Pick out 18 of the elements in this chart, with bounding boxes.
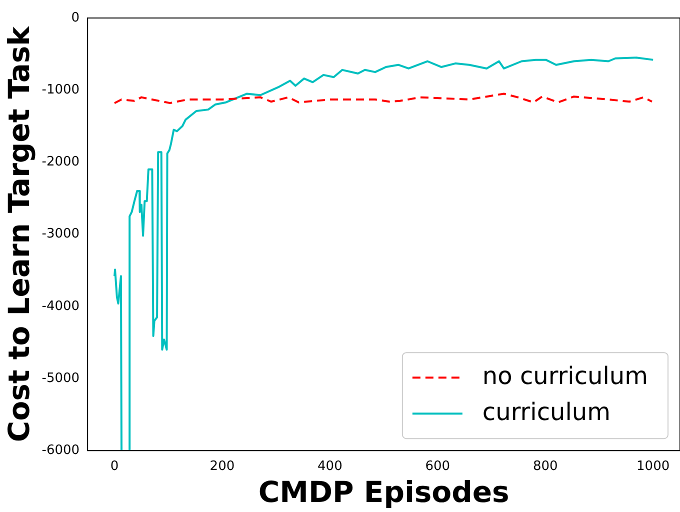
y-tick-label: -3000 xyxy=(42,226,80,242)
y-tick-label: -4000 xyxy=(42,298,80,314)
x-tick-label: 1000 xyxy=(636,458,670,474)
x-axis-title: CMDP Episodes xyxy=(258,475,510,510)
x-tick-label: 600 xyxy=(425,458,450,474)
y-tick-label: -1000 xyxy=(42,82,80,98)
y-tick-label: -6000 xyxy=(42,442,80,458)
y-axis-title: Cost to Learn Target Task xyxy=(2,26,36,442)
y-tick-label: -5000 xyxy=(42,370,80,386)
y-tick-label: 0 xyxy=(71,10,80,26)
x-tick-label: 400 xyxy=(318,458,342,474)
line-series xyxy=(114,92,653,104)
legend-label: no curriculum xyxy=(482,362,648,390)
legend-label: curriculum xyxy=(482,398,610,426)
x-tick-label: 200 xyxy=(210,458,235,474)
y-tick-label: -2000 xyxy=(42,154,80,170)
x-tick-label: 800 xyxy=(532,458,558,474)
x-tick-label: 0 xyxy=(110,458,119,474)
